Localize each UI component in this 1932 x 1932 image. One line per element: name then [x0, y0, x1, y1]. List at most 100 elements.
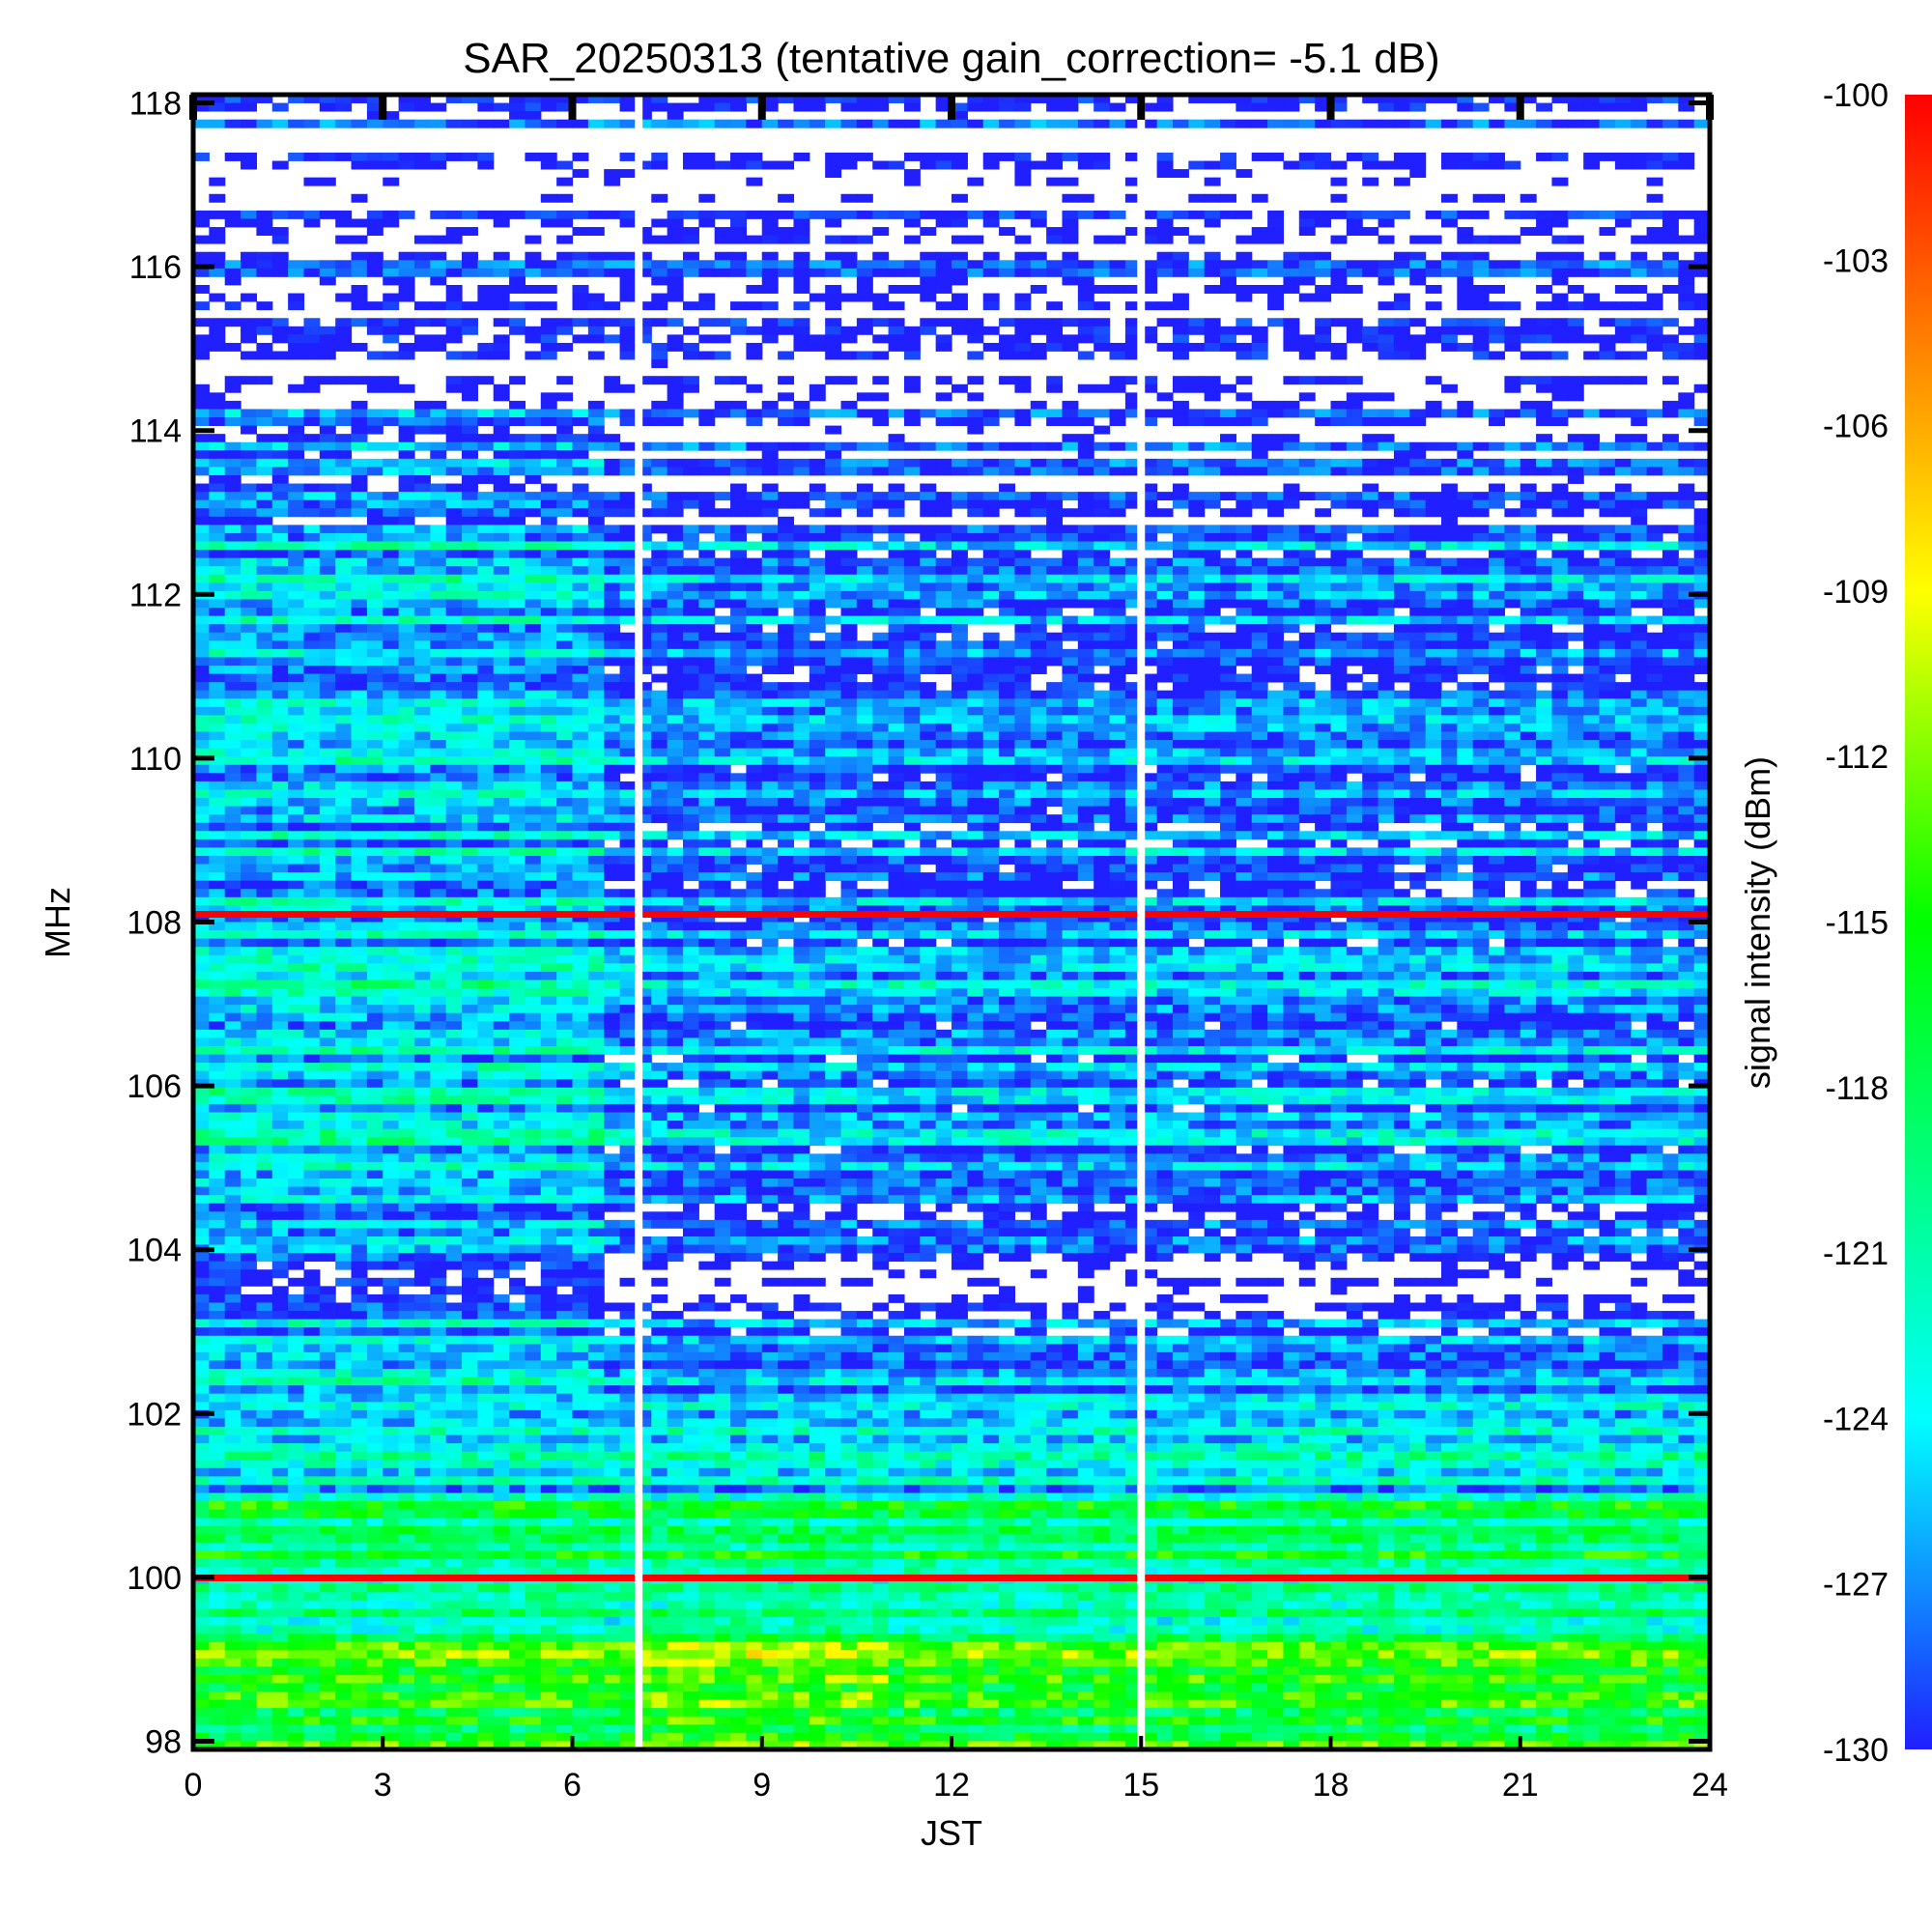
heatmap-cell	[1678, 574, 1695, 583]
heatmap-cell	[1393, 508, 1410, 518]
heatmap-cell	[1283, 541, 1300, 551]
heatmap-cell	[477, 351, 495, 360]
heatmap-cell	[888, 608, 905, 616]
heatmap-cell	[856, 657, 873, 667]
heatmap-cell	[1156, 731, 1174, 741]
heatmap-cell	[1236, 698, 1253, 708]
heatmap-cell	[1077, 632, 1094, 641]
heatmap-cell	[730, 260, 747, 270]
heatmap-cell	[1094, 499, 1111, 509]
heatmap-cell	[303, 682, 321, 692]
heatmap-cell	[383, 508, 400, 518]
heatmap-cell	[1046, 260, 1064, 270]
heatmap-cell	[288, 210, 305, 219]
heatmap-cell	[840, 582, 858, 592]
heatmap-cell	[462, 723, 478, 732]
heatmap-cell	[477, 550, 495, 559]
heatmap-cell	[1046, 541, 1064, 551]
heatmap-cell	[1472, 499, 1490, 509]
heatmap-cell	[1536, 268, 1553, 277]
heatmap-cell	[619, 723, 637, 732]
heatmap-cell	[1567, 550, 1584, 559]
heatmap-cell	[840, 566, 858, 576]
heatmap-cell	[1156, 624, 1174, 634]
heatmap-cell	[383, 417, 400, 426]
heatmap-cell	[413, 665, 431, 674]
heatmap-cell	[1504, 574, 1521, 583]
heatmap-cell	[1378, 582, 1395, 592]
heatmap-cell	[1583, 599, 1601, 609]
heatmap-cell	[682, 251, 699, 261]
heatmap-cell	[1030, 218, 1047, 228]
heatmap-cell	[366, 218, 384, 228]
heatmap-cell	[398, 434, 415, 443]
heatmap-cell	[1014, 640, 1032, 650]
heatmap-cell	[398, 665, 415, 674]
heatmap-cell	[256, 756, 273, 766]
heatmap-cell	[462, 152, 478, 161]
heatmap-cell	[1109, 599, 1126, 609]
heatmap-cell	[366, 690, 384, 699]
heatmap-cell	[967, 648, 984, 658]
heatmap-cell	[1646, 657, 1663, 667]
heatmap-cell	[288, 550, 305, 559]
heatmap-cell	[1551, 566, 1569, 576]
heatmap-cell	[351, 640, 368, 650]
heatmap-cell	[825, 425, 842, 435]
heatmap-cell	[493, 599, 510, 609]
heatmap-cell	[319, 409, 336, 418]
heatmap-cell	[540, 541, 557, 551]
heatmap-cell	[920, 624, 937, 634]
heatmap-cell	[1646, 615, 1663, 625]
heatmap-cell	[730, 665, 747, 674]
heatmap-cell	[952, 632, 968, 641]
heatmap-cell	[509, 492, 526, 501]
heatmap-cell	[1298, 276, 1316, 286]
heatmap-cell	[714, 508, 731, 518]
heatmap-cell	[351, 293, 368, 302]
heatmap-cell	[398, 326, 415, 335]
heatmap-cell	[1599, 532, 1616, 542]
heatmap-cell	[746, 673, 763, 683]
heatmap-cell	[224, 740, 242, 750]
heatmap-cell	[587, 458, 605, 468]
heatmap-cell	[1109, 376, 1126, 385]
heatmap-cell	[698, 748, 716, 757]
heatmap-cell	[667, 756, 684, 766]
heatmap-cell	[256, 210, 273, 219]
heatmap-cell	[256, 599, 273, 609]
heatmap-cell	[1662, 698, 1679, 708]
heatmap-cell	[1631, 590, 1648, 600]
heatmap-cell	[1489, 640, 1505, 650]
heatmap-cell	[635, 632, 652, 641]
heatmap-cell	[1315, 467, 1332, 476]
heatmap-cell	[1457, 467, 1474, 476]
heatmap-cell	[366, 95, 384, 103]
heatmap-cell	[682, 235, 699, 244]
heatmap-cell	[825, 326, 842, 335]
heatmap-cell	[1440, 508, 1458, 518]
heatmap-cell	[525, 748, 542, 757]
heatmap-cell	[1425, 590, 1442, 600]
heatmap-cell	[935, 285, 952, 294]
heatmap-cell	[1188, 574, 1206, 583]
heatmap-cell	[1631, 665, 1648, 674]
heatmap-cell	[1693, 218, 1711, 228]
heatmap-cell	[1393, 532, 1410, 542]
heatmap-cell	[1440, 499, 1458, 509]
heatmap-cell	[193, 550, 210, 559]
heatmap-cell	[1204, 326, 1221, 335]
heatmap-cell	[193, 723, 210, 732]
heatmap-cell	[572, 334, 589, 344]
heatmap-cell	[967, 492, 984, 501]
heatmap-cell	[1614, 434, 1632, 443]
heatmap-cell	[778, 657, 795, 667]
heatmap-cell	[572, 715, 589, 724]
heatmap-cell	[1298, 376, 1316, 385]
heatmap-cell	[1283, 657, 1300, 667]
heatmap-cell	[1362, 508, 1379, 518]
heatmap-cell	[982, 441, 1000, 451]
heatmap-cell	[1014, 260, 1032, 270]
heatmap-cell	[209, 557, 226, 567]
heatmap-cell	[1614, 706, 1632, 716]
